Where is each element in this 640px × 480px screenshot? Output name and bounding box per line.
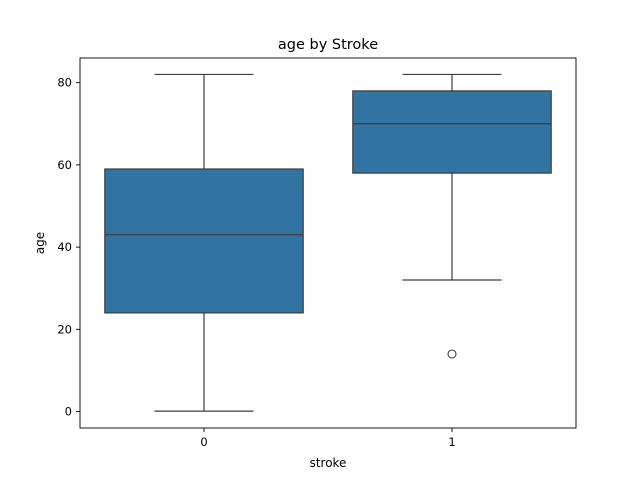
y-tick-label: 20 xyxy=(57,322,72,336)
box-category-1 xyxy=(352,90,552,174)
y-tick-label: 80 xyxy=(57,76,72,90)
y-tick-label: 0 xyxy=(65,405,72,419)
x-tick-label: 1 xyxy=(448,435,455,449)
plot-marks xyxy=(104,73,552,412)
y-axis: 0 20 40 60 80 xyxy=(57,76,80,419)
plot-frame xyxy=(79,57,577,429)
chart-title: age by Stroke xyxy=(278,37,378,53)
x-tick-label: 0 xyxy=(200,435,207,449)
y-tick-label: 40 xyxy=(57,240,72,254)
y-tick-label: 60 xyxy=(57,158,72,172)
y-axis-label: age xyxy=(33,232,47,254)
outlier-point-category-1 xyxy=(447,349,457,359)
box-category-0 xyxy=(104,168,304,314)
x-axis-label: stroke xyxy=(310,456,347,470)
